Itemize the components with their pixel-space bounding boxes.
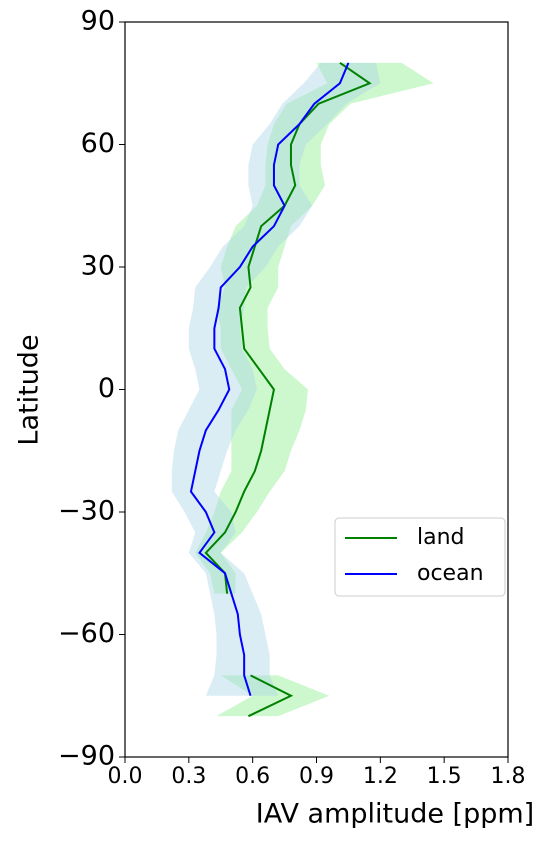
y-tick-label: 90 [81, 6, 115, 37]
legend-label: ocean [417, 561, 484, 586]
y-axis-label: Latitude [14, 334, 45, 445]
line [204, 62, 372, 718]
y-tick-label: −60 [58, 618, 115, 649]
x-tick-label: 0.6 [235, 764, 270, 789]
y-tick-label: 30 [81, 251, 115, 282]
x-tick-label: 1.8 [491, 764, 526, 789]
x-tick-label: 1.2 [363, 764, 398, 789]
x-tick-label: 1.5 [427, 764, 462, 789]
band [171, 62, 381, 696]
x-tick-label: 0.0 [108, 764, 143, 789]
y-tick-label: 0 [98, 373, 115, 404]
y-tick-label: −90 [58, 741, 115, 772]
band [216, 675, 330, 717]
y-tick-label: −30 [58, 496, 115, 527]
x-tick-label: 0.9 [299, 764, 334, 789]
x-axis-label: IAV amplitude [ppm] [256, 799, 533, 830]
band [195, 62, 434, 594]
y-tick-label: 60 [81, 128, 115, 159]
legend-label: land [417, 525, 465, 550]
x-tick-label: 0.3 [171, 764, 206, 789]
line [189, 62, 350, 697]
